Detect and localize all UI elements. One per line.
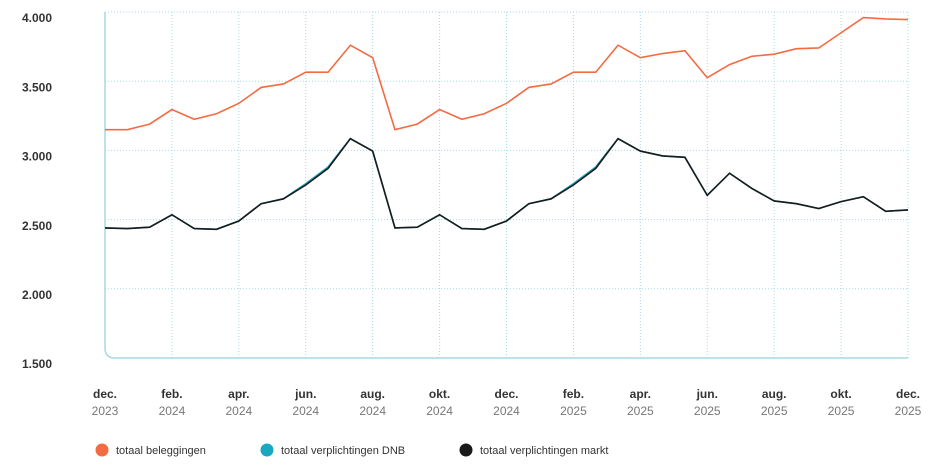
x-tick-label: okt. (830, 387, 851, 401)
x-tick-sublabel: 2025 (627, 404, 654, 418)
legend-swatch (459, 443, 473, 457)
x-tick-sublabel: 2024 (159, 404, 186, 418)
x-tick-label: apr. (630, 387, 651, 401)
x-tick-label: feb. (563, 387, 584, 401)
x-tick-label: dec. (494, 387, 518, 401)
x-tick-sublabel: 2025 (828, 404, 855, 418)
x-tick-label: aug. (762, 387, 787, 401)
x-tick-sublabel: 2023 (92, 404, 119, 418)
x-tick-label: jun. (294, 387, 316, 401)
x-tick-sublabel: 2025 (560, 404, 587, 418)
legend-swatch (260, 443, 274, 457)
y-tick-label: 4.000 (22, 11, 52, 25)
x-tick-sublabel: 2024 (292, 404, 319, 418)
legend-label: totaal verplichtingen markt (480, 445, 608, 457)
x-tick-label: apr. (228, 387, 249, 401)
legend-item: totaal verplichtingen markt (459, 443, 608, 457)
x-tick-label: aug. (360, 387, 385, 401)
x-tick-sublabel: 2024 (493, 404, 520, 418)
series-line (104, 137, 909, 231)
x-tick-sublabel: 2024 (359, 404, 386, 418)
y-tick-label: 2.500 (22, 219, 52, 233)
x-tick-sublabel: 2025 (694, 404, 721, 418)
x-tick-sublabel: 2025 (761, 404, 788, 418)
legend-label: totaal verplichtingen DNB (281, 445, 405, 457)
legend-label: totaal beleggingen (116, 445, 206, 457)
y-tick-label: 3.500 (22, 80, 52, 94)
x-tick-sublabel: 2025 (895, 404, 922, 418)
x-tick-sublabel: 2024 (426, 404, 453, 418)
y-tick-label: 2.000 (22, 288, 52, 302)
y-tick-label: 1.500 (22, 357, 52, 371)
x-tick-label: okt. (429, 387, 450, 401)
x-tick-label: jun. (696, 387, 718, 401)
axis (104, 12, 908, 359)
x-tick-sublabel: 2024 (225, 404, 252, 418)
x-tick-label: dec. (93, 387, 117, 401)
series-line (105, 16, 909, 131)
legend-item: totaal verplichtingen DNB (260, 443, 405, 457)
y-tick-label: 3.000 (22, 150, 52, 164)
legend-item: totaal beleggingen (95, 443, 206, 457)
legend-swatch (95, 443, 109, 457)
x-tick-label: feb. (161, 387, 182, 401)
x-tick-label: dec. (896, 387, 920, 401)
